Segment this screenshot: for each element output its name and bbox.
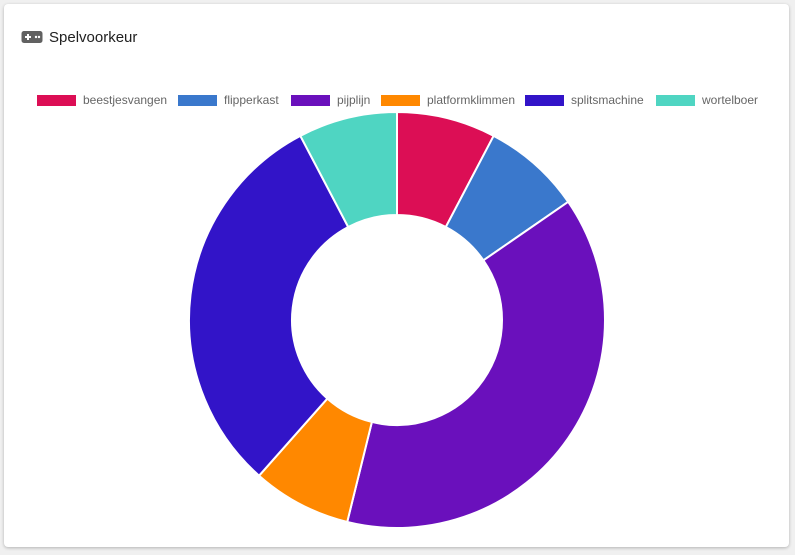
chart-legend: beestjesvangen flipperkast pijplijn platfor…: [4, 92, 789, 108]
legend-label: beestjesvangen: [83, 93, 168, 107]
legend-label: flipperkast: [224, 93, 279, 107]
legend-swatch: [37, 94, 76, 106]
legend-swatch: [381, 94, 420, 106]
card-title: Spelvoorkeur: [49, 28, 138, 46]
doughnut-slice-splitsmachine[interactable]: [188, 134, 350, 478]
legend-label: splitsmachine: [571, 93, 644, 107]
doughnut-slice-wortelboer[interactable]: [298, 110, 398, 229]
legend-item[interactable]: wortelboer: [656, 92, 758, 108]
doughnut-slice-pijplijn[interactable]: [346, 200, 606, 529]
legend-item[interactable]: platformklimmen: [381, 92, 515, 108]
legend-swatch: [656, 94, 695, 106]
legend-swatch: [178, 94, 217, 106]
legend-item[interactable]: pijplijn: [291, 92, 370, 108]
legend-item[interactable]: beestjesvangen: [37, 92, 167, 108]
legend-item[interactable]: flipperkast: [178, 92, 279, 108]
gamepad-icon: [21, 31, 43, 43]
legend-label: pijplijn: [337, 93, 371, 107]
legend-label: platformklimmen: [427, 93, 516, 107]
legend-swatch: [525, 94, 564, 106]
card-header: Spelvoorkeur: [21, 26, 137, 48]
legend-swatch: [291, 94, 330, 106]
legend-item[interactable]: splitsmachine: [525, 92, 644, 108]
legend-label: wortelboer: [702, 93, 759, 107]
